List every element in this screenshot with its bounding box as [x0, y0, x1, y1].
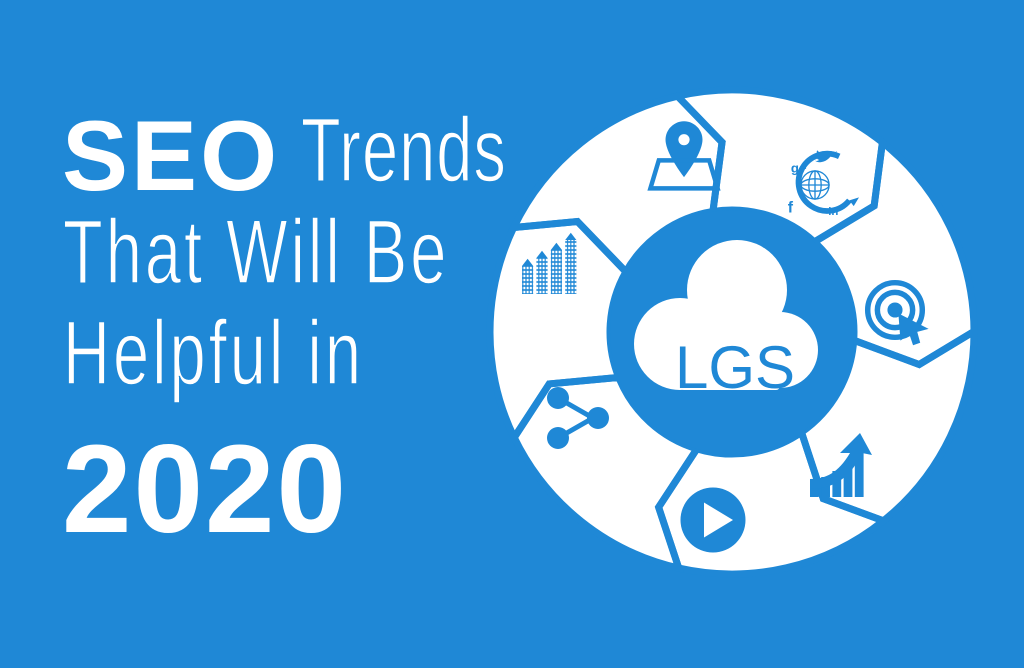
- svg-text:f: f: [788, 199, 794, 216]
- svg-text:g+: g+: [791, 161, 807, 176]
- svg-text:LGS: LGS: [675, 334, 795, 401]
- svg-text:in: in: [828, 206, 838, 218]
